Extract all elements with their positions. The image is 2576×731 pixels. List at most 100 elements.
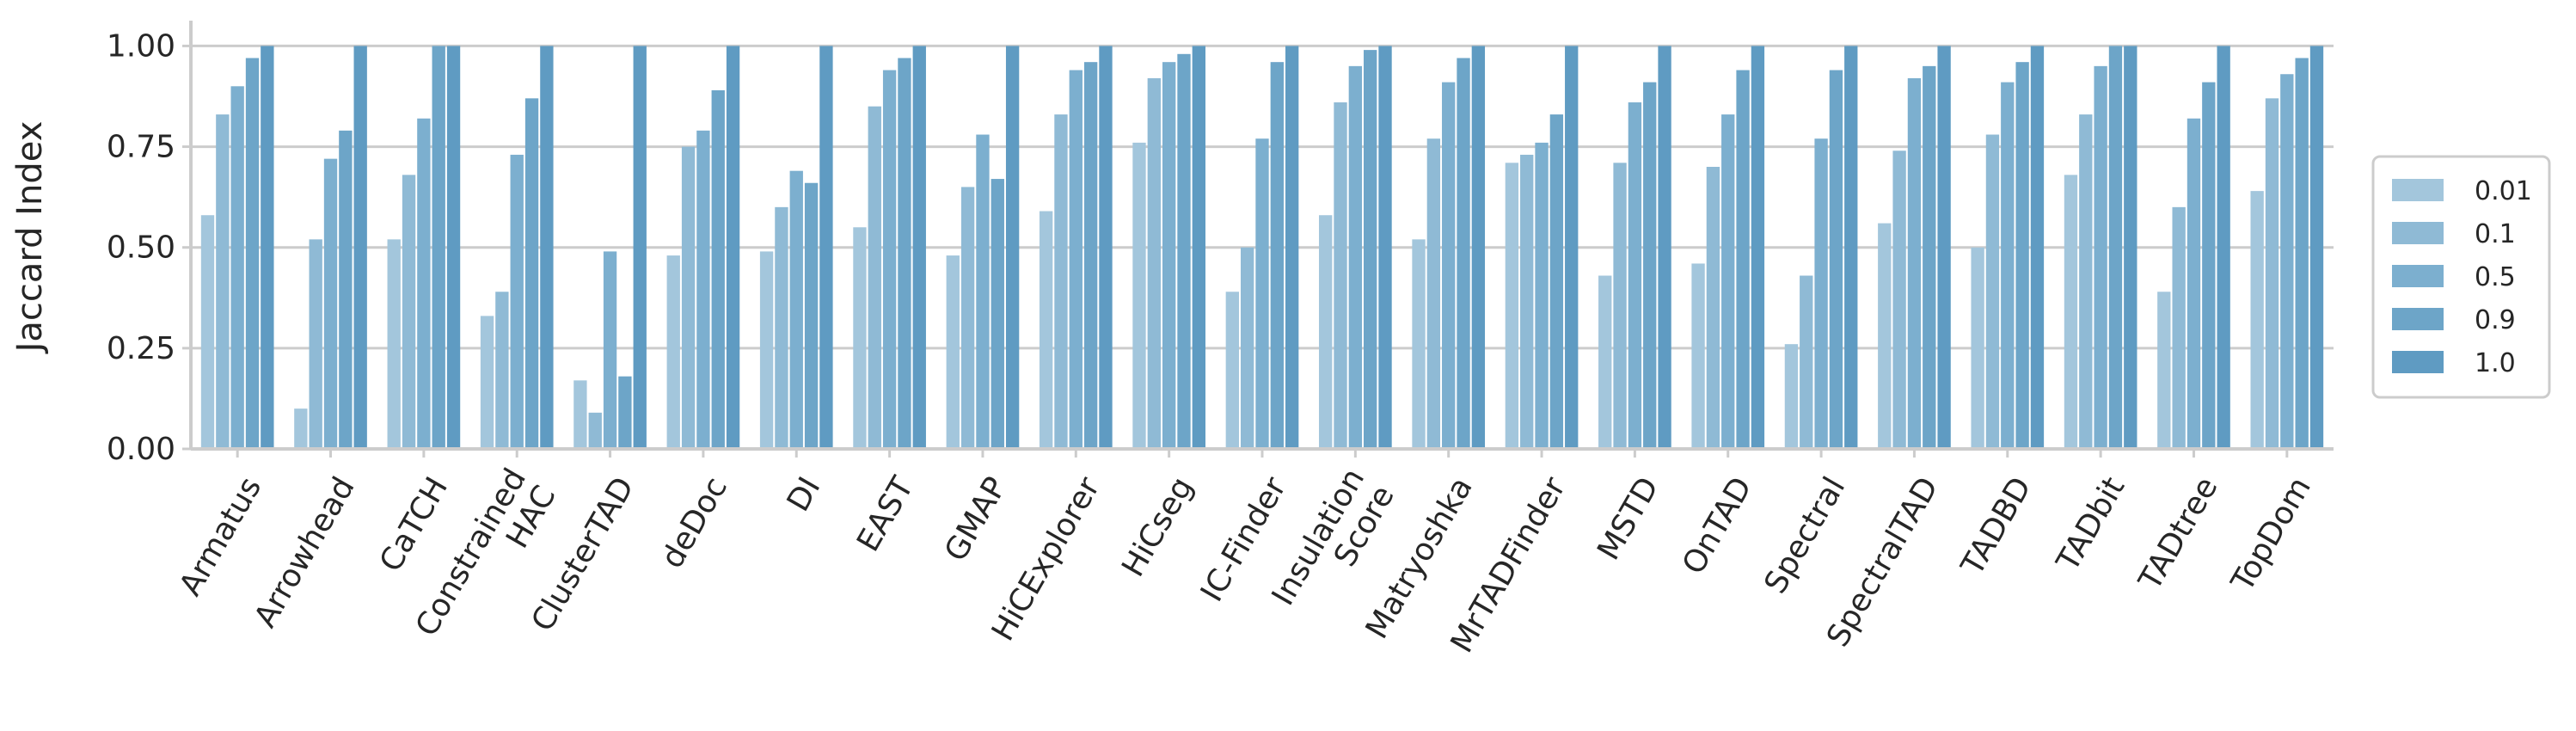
bar [495,292,509,449]
y-tick-label: 0.50 [107,230,175,266]
bar [216,114,230,450]
bar [432,46,445,450]
legend-swatch [2392,308,2444,330]
bar [2187,118,2201,449]
bar [681,146,696,450]
bar [1814,138,1828,449]
bar [200,215,215,449]
y-tick-label: 0.00 [107,432,175,467]
y-axis-label: Jaccard Index [10,121,50,355]
x-tick-label: CaTCH [373,471,455,578]
x-tick-label-line: TADbit [2050,471,2131,578]
bar [2001,82,2015,449]
bar [1147,77,1161,450]
bar [573,380,587,449]
bar [1162,62,1176,450]
bar [1706,167,1720,449]
legend-swatch [2392,222,2444,244]
bar [2309,46,2324,450]
bar [1628,102,1642,450]
legend-frame [2371,155,2551,399]
bar [309,239,322,449]
y-tick-label: 1.00 [107,28,175,64]
bar [1643,82,1657,449]
bar [1923,65,1936,449]
bar [1721,114,1735,450]
bar [2157,292,2171,449]
x-tick-label-line: CaTCH [373,471,455,578]
bar [2064,175,2078,449]
bar [2094,65,2107,449]
bar [446,46,461,450]
bar [1691,263,1705,449]
bar [946,255,960,449]
legend-label: 1.0 [2475,348,2516,378]
bar [1907,77,1922,450]
y-tick-label: 0.25 [107,331,175,366]
x-tick-label-line: TADBD [1954,471,2039,582]
bar [1598,275,1612,449]
bar [1039,211,1053,450]
bar [2250,191,2264,449]
bar [1549,114,1564,450]
bar [1285,46,1299,450]
legend-label: 0.5 [2475,262,2516,292]
bar [1132,142,1146,449]
bar [1442,82,1456,449]
legend-swatch [2392,265,2444,287]
bar [1412,239,1426,449]
bar [261,46,274,450]
bar [882,70,897,450]
x-tick-label: TADtree [2132,471,2225,597]
bar [1319,215,1333,449]
legend-swatch [2392,351,2444,373]
legend-swatch [2392,179,2444,201]
x-tick-label-line: EAST [850,470,921,557]
bar [618,376,632,449]
bar [1784,344,1799,449]
x-tick-label: Armatus [173,471,268,602]
x-tick-label-line: deDoc [654,471,734,574]
legend-label: 0.1 [2475,219,2516,249]
bar [1736,70,1750,450]
bar [1971,247,1984,449]
x-tick-label-line: MSTD [1591,471,1665,566]
bar [666,255,680,449]
bar [480,316,494,449]
bar [853,227,867,449]
bar [1334,102,1347,450]
x-tick-label: deDoc [654,471,734,574]
bar [2202,82,2216,449]
x-tick-label: HiCseg [1115,471,1199,583]
bar [353,46,367,450]
bar [2079,114,2093,450]
bar [898,58,911,449]
bar [588,412,602,449]
x-tick-label-line: DI [781,471,828,518]
x-tick-label: DI [781,471,828,518]
bar [912,46,926,450]
bar [711,89,725,449]
bar [1270,62,1285,450]
bar [1255,138,1269,449]
bar [524,98,539,449]
bar [2280,74,2294,449]
bar [1613,163,1627,450]
bar [2015,62,2029,450]
bar [991,179,1004,450]
bar [804,182,819,449]
bar [1751,46,1765,450]
bar [1937,46,1951,450]
x-tick-label: TADBD [1954,471,2039,582]
bar [789,170,803,449]
bar [230,86,244,450]
bar [1005,46,1020,450]
bar [1364,50,1377,449]
bar [696,130,710,450]
bar [1985,134,2000,449]
x-tick-label: MSTD [1591,471,1665,566]
bar [1054,114,1068,450]
x-tick-label-line: Armatus [173,471,268,602]
bar [1083,62,1098,450]
bar [1457,58,1470,449]
